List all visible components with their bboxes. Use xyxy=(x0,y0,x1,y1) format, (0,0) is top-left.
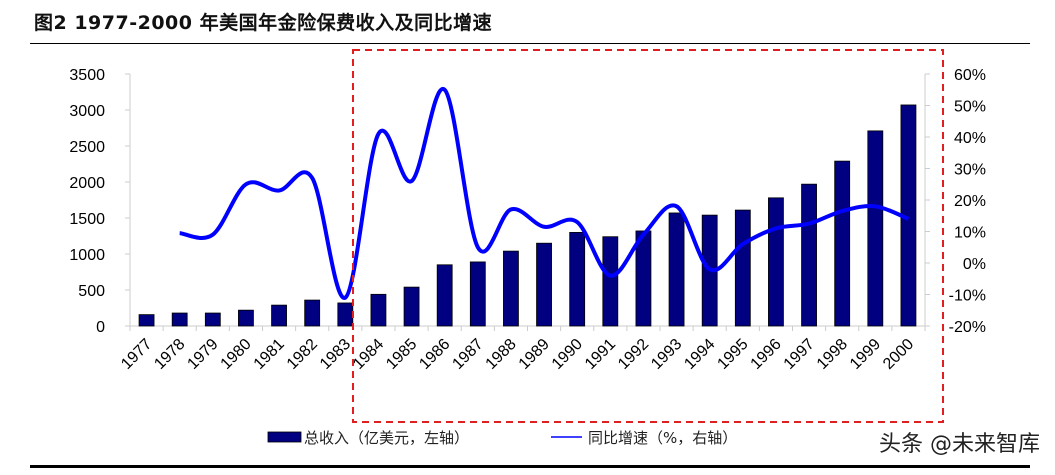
legend-bar-label: 总收入（亿美元，左轴） xyxy=(304,429,469,447)
left-tick-label: 0 xyxy=(96,319,105,336)
right-tick-label: 60% xyxy=(954,67,986,84)
left-tick-label: 3000 xyxy=(69,103,105,120)
bar-1987 xyxy=(469,261,486,327)
x-tick-label: 1982 xyxy=(284,336,321,373)
x-tick-label: 1986 xyxy=(416,336,453,373)
right-tick-label: -20% xyxy=(949,319,986,336)
x-tick-label: 1987 xyxy=(449,336,486,373)
bar-1998 xyxy=(834,160,851,327)
right-tick-label: 30% xyxy=(954,162,986,179)
x-tick-label: 1985 xyxy=(383,336,420,373)
bar-1978 xyxy=(171,312,188,327)
x-tick-label: 1997 xyxy=(781,336,818,373)
figure-title: 图2 1977-2000 年美国年金险保费收入及同比增速 xyxy=(34,12,493,34)
bar-1982 xyxy=(304,299,321,327)
x-tick-label: 1989 xyxy=(516,336,553,373)
right-tick-label: 20% xyxy=(954,193,986,210)
bar-1996 xyxy=(768,197,784,327)
bar-1991 xyxy=(602,236,619,327)
bar-1995 xyxy=(734,209,751,327)
x-tick-label: 1994 xyxy=(681,336,718,373)
x-tick-label: 1983 xyxy=(317,336,354,373)
x-tick-label: 1978 xyxy=(151,336,188,373)
right-tick-label: 10% xyxy=(954,225,986,242)
bottom-rule xyxy=(30,465,1030,468)
right-tick-label: 0% xyxy=(963,256,986,273)
bar-1980 xyxy=(238,309,254,327)
right-tick-label: -10% xyxy=(949,288,986,305)
highlight-box xyxy=(352,49,944,423)
growth-rate-line xyxy=(179,87,910,300)
bar-1988 xyxy=(503,250,519,327)
x-tick-label: 1991 xyxy=(582,336,619,373)
bar-1986 xyxy=(436,264,453,327)
bar-1977 xyxy=(138,314,155,327)
x-tick-label: 1998 xyxy=(814,336,851,373)
left-tick-label: 2500 xyxy=(69,139,105,156)
bar-1993 xyxy=(668,212,685,327)
x-tick-label: 1992 xyxy=(615,336,652,373)
legend-bar-swatch xyxy=(267,431,302,443)
bar-1984 xyxy=(370,293,387,327)
bar-1985 xyxy=(403,286,420,327)
x-tick-label: 1996 xyxy=(748,336,785,373)
right-tick-label: 40% xyxy=(954,130,986,147)
x-tick-label: 1981 xyxy=(251,336,288,373)
x-tick-label: 1977 xyxy=(118,336,155,373)
left-tick-label: 2000 xyxy=(69,175,105,192)
bar-1999 xyxy=(867,130,884,327)
x-tick-label: 1988 xyxy=(483,336,520,373)
x-tick-label: 1990 xyxy=(549,336,586,373)
left-tick-label: 1000 xyxy=(69,247,105,264)
bar-1992 xyxy=(635,230,652,327)
x-tick-label: 2000 xyxy=(880,336,917,373)
x-tick-label: 1984 xyxy=(350,336,387,373)
x-tick-label: 1995 xyxy=(714,336,751,373)
left-tick-label: 1500 xyxy=(69,211,105,228)
x-tick-label: 1979 xyxy=(184,336,221,373)
bar-1989 xyxy=(536,242,552,327)
bar-1983 xyxy=(337,302,354,327)
watermark: 头条 @未来智库 xyxy=(879,432,1040,457)
left-tick-label: 500 xyxy=(78,283,105,300)
bar-1990 xyxy=(569,231,586,327)
legend-line-label: 同比增速（%，右轴） xyxy=(588,429,737,447)
x-tick-label: 1980 xyxy=(218,336,255,373)
x-tick-label: 1993 xyxy=(648,336,685,373)
right-tick-label: 50% xyxy=(954,99,986,116)
bar-1981 xyxy=(271,304,287,327)
x-tick-label: 1999 xyxy=(847,336,884,373)
title-rule xyxy=(30,43,1030,44)
bar-1979 xyxy=(204,312,221,327)
left-tick-label: 3500 xyxy=(69,67,105,84)
bar-1997 xyxy=(801,183,817,327)
